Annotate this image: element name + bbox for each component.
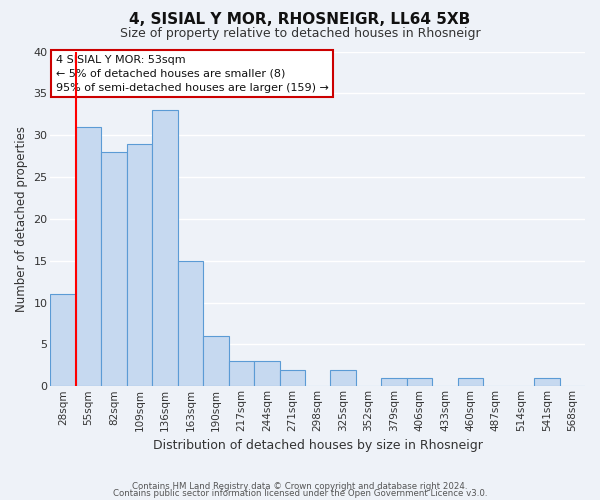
Text: 4 SISIAL Y MOR: 53sqm
← 5% of detached houses are smaller (8)
95% of semi-detach: 4 SISIAL Y MOR: 53sqm ← 5% of detached h… [56,55,329,93]
Bar [203,336,229,386]
Bar [178,260,203,386]
Bar [127,144,152,386]
Y-axis label: Number of detached properties: Number of detached properties [15,126,28,312]
Bar [254,361,280,386]
Bar [458,378,483,386]
Bar [382,378,407,386]
X-axis label: Distribution of detached houses by size in Rhosneigr: Distribution of detached houses by size … [153,440,482,452]
Bar [407,378,432,386]
Bar [331,370,356,386]
Text: 4, SISIAL Y MOR, RHOSNEIGR, LL64 5XB: 4, SISIAL Y MOR, RHOSNEIGR, LL64 5XB [130,12,470,28]
Text: Contains HM Land Registry data © Crown copyright and database right 2024.: Contains HM Land Registry data © Crown c… [132,482,468,491]
Bar [76,127,101,386]
Bar [229,361,254,386]
Bar [152,110,178,386]
Text: Size of property relative to detached houses in Rhosneigr: Size of property relative to detached ho… [119,28,481,40]
Bar [50,294,76,386]
Text: Contains public sector information licensed under the Open Government Licence v3: Contains public sector information licen… [113,490,487,498]
Bar [280,370,305,386]
Bar [101,152,127,386]
Bar [534,378,560,386]
